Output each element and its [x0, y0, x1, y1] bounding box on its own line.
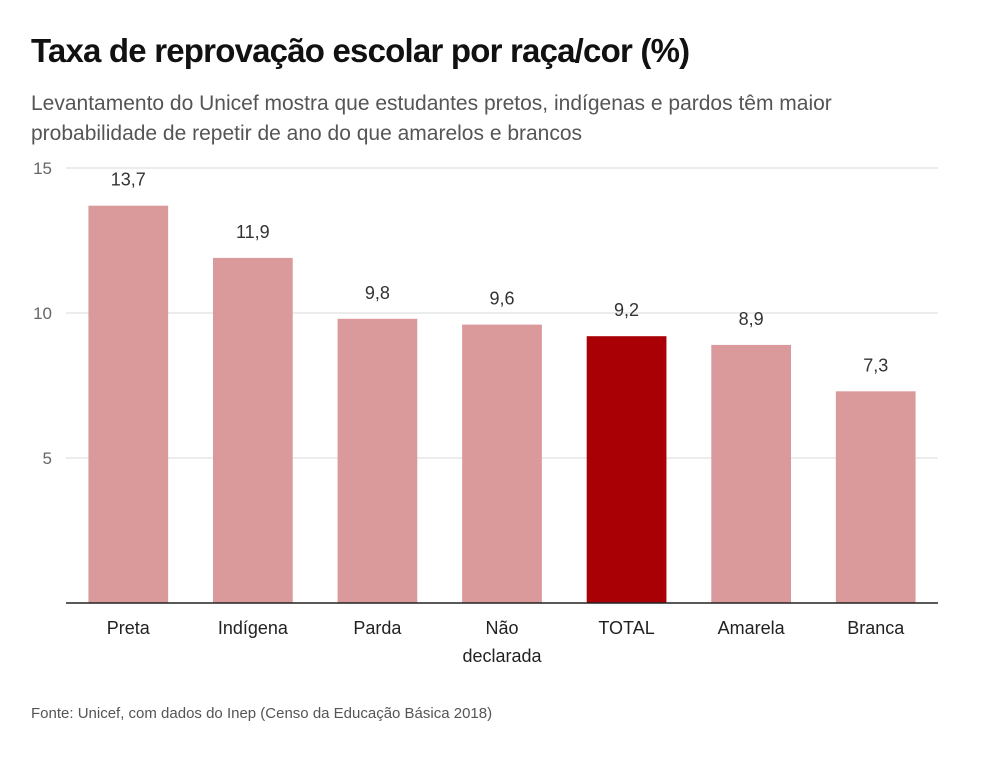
category-label-line: Não — [485, 618, 518, 638]
category-label-line: Amarela — [718, 618, 786, 638]
category-label: Indígena — [218, 618, 289, 638]
bar — [835, 391, 916, 603]
bars — [88, 205, 916, 603]
bar — [711, 344, 792, 603]
bar — [212, 257, 293, 603]
source-note: Fonte: Unicef, com dados do Inep (Censo … — [31, 705, 493, 722]
bar-chart: 5 10 15 13,7 11,9 9,8 9,6 9,2 8,9 7,3 Preta Indíg… — [33, 159, 938, 666]
category-label: Parda — [353, 618, 402, 638]
value-label: 9,6 — [489, 289, 514, 309]
value-label: 9,2 — [614, 300, 639, 320]
category-label: Amarela — [718, 618, 786, 638]
category-label-line: Preta — [107, 618, 151, 638]
category-label-line: Branca — [847, 618, 905, 638]
bar — [586, 336, 667, 603]
y-tick-label: 15 — [33, 159, 52, 178]
value-label: 7,3 — [863, 355, 888, 375]
y-tick-label: 10 — [33, 304, 52, 323]
value-label: 8,9 — [739, 309, 764, 329]
category-label-line: Parda — [353, 618, 402, 638]
category-label: Branca — [847, 618, 905, 638]
chart-subtitle: Levantamento do Unicef mostra que estuda… — [31, 92, 832, 145]
category-labels: Preta Indígena Parda Não declarada TOTAL Amare… — [107, 618, 905, 666]
category-label-line: TOTAL — [598, 618, 654, 638]
chart-title: Taxa de reprovação escolar por raça/cor … — [31, 32, 690, 69]
bar — [337, 318, 418, 603]
category-label-line: Indígena — [218, 618, 289, 638]
value-label: 13,7 — [111, 170, 146, 190]
category-label: Não declarada — [462, 618, 542, 666]
value-labels: 13,7 11,9 9,8 9,6 9,2 8,9 7,3 — [111, 170, 888, 376]
category-label: TOTAL — [598, 618, 654, 638]
bar — [462, 324, 542, 603]
value-label: 11,9 — [236, 222, 270, 242]
category-label: Preta — [107, 618, 151, 638]
y-tick-label: 5 — [43, 449, 52, 468]
value-label: 9,8 — [365, 283, 390, 303]
y-axis-ticks: 5 10 15 — [33, 159, 52, 468]
bar — [88, 205, 169, 603]
category-label-line: declarada — [462, 646, 542, 666]
